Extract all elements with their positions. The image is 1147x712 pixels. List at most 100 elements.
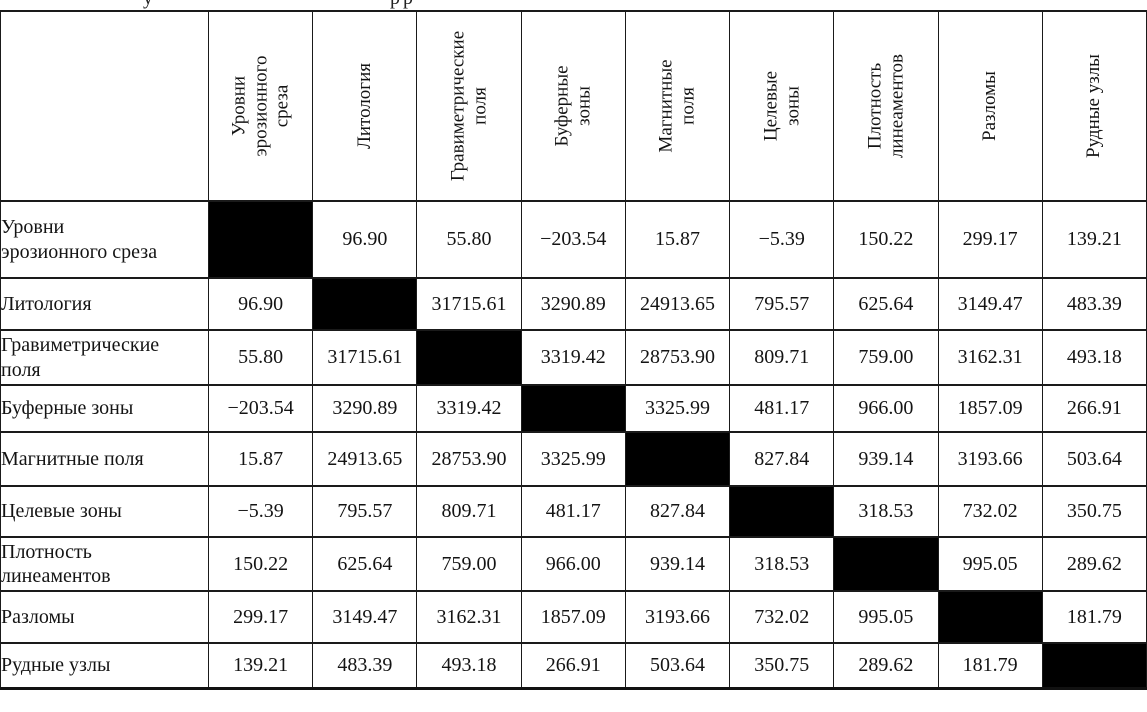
row-header-9: Рудные узлы (0, 642, 209, 690)
matrix-cell: 31715.61 (312, 329, 418, 386)
matrix-cell: 31715.61 (416, 277, 522, 331)
column-header-7: Плотность линеаментов (833, 10, 939, 202)
table-row: Литология 96.90 31715.61 3290.89 24913.65 795… (0, 277, 1147, 331)
matrix-cell: 181.79 (937, 642, 1043, 690)
matrix-cell: 625.64 (833, 277, 939, 331)
matrix-cell: 809.71 (729, 329, 835, 386)
matrix-cell: 350.75 (729, 642, 835, 690)
matrix-cell: −5.39 (207, 485, 314, 538)
matrix-cell: 299.17 (207, 590, 314, 644)
column-header-5: Магнитные поля (624, 10, 731, 202)
diagonal-black-cell (312, 277, 418, 331)
matrix-cell: 3149.47 (312, 590, 418, 644)
matrix-cell: 96.90 (312, 200, 418, 279)
matrix-cell: 483.39 (312, 642, 418, 690)
cropped-caption-remnant: у рр (0, 0, 1147, 10)
matrix-cell: 24913.65 (312, 431, 418, 487)
table-row: Уровни эрозионного среза 96.90 55.80 −203.54… (0, 200, 1147, 279)
matrix-cell: −5.39 (729, 200, 835, 279)
matrix-cell: 150.22 (207, 536, 314, 592)
matrix-cell: 3290.89 (520, 277, 626, 331)
column-header-2: Литология (312, 10, 418, 202)
matrix-cell: 625.64 (312, 536, 418, 592)
corner-cell (0, 10, 209, 202)
matrix-cell: 55.80 (416, 200, 522, 279)
matrix-cell: 3290.89 (312, 384, 418, 433)
column-header-label: Рудные узлы (1083, 54, 1105, 158)
column-header-label: Буферные зоны (551, 65, 595, 147)
table-row: Гравиметрические поля 55.80 31715.61 3319.42… (0, 329, 1147, 386)
matrix-body: Уровни эрозионного среза 96.90 55.80 −203.54… (0, 200, 1147, 690)
table-container: Уровни эрозионного среза Литология Гравиметр… (0, 10, 1147, 690)
caption-fragment-right: рр (390, 0, 416, 10)
diagonal-black-cell (729, 485, 835, 538)
matrix-cell: 795.57 (729, 277, 835, 331)
caption-fragment-left: у (143, 0, 153, 10)
matrix-cell: 318.53 (729, 536, 835, 592)
column-header-label: Уровни эрозионного среза (228, 55, 293, 157)
row-header-4: Буферные зоны (0, 384, 209, 433)
matrix-cell: 966.00 (833, 384, 939, 433)
row-header-8: Разломы (0, 590, 209, 644)
matrix-cell: −203.54 (520, 200, 626, 279)
matrix-cell: 995.05 (833, 590, 939, 644)
matrix-cell: 3325.99 (624, 384, 731, 433)
diagonal-black-cell (624, 431, 731, 487)
column-header-9: Рудные узлы (1041, 10, 1147, 202)
matrix-cell: 139.21 (207, 642, 314, 690)
matrix-cell: 3162.31 (937, 329, 1043, 386)
column-header-label: Разломы (979, 71, 1001, 141)
column-header-6: Целевые зоны (729, 10, 835, 202)
table-row: Буферные зоны −203.54 3290.89 3319.42 3325.9… (0, 384, 1147, 433)
row-header-7: Плотность линеаментов (0, 536, 209, 592)
table-row: Плотность линеаментов 150.22 625.64 759.00 96… (0, 536, 1147, 592)
diagonal-black-cell (416, 329, 522, 386)
column-header-label: Литология (354, 62, 375, 150)
matrix-cell: 318.53 (833, 485, 939, 538)
diagonal-black-cell (207, 200, 314, 279)
column-header-label: Плотность линеаментов (864, 53, 907, 159)
column-header-3: Гравиметрические поля (416, 10, 522, 202)
matrix-cell: 3149.47 (937, 277, 1043, 331)
matrix-cell: 289.62 (833, 642, 939, 690)
matrix-cell: 732.02 (937, 485, 1043, 538)
row-header-1: Уровни эрозионного среза (0, 200, 209, 279)
matrix-cell: 96.90 (207, 277, 314, 331)
matrix-cell: 139.21 (1041, 200, 1147, 279)
matrix-cell: 939.14 (624, 536, 731, 592)
matrix-cell: 795.57 (312, 485, 418, 538)
matrix-cell: 3319.42 (520, 329, 626, 386)
matrix-cell: 3162.31 (416, 590, 522, 644)
matrix-cell: 503.64 (1041, 431, 1147, 487)
matrix-cell: 493.18 (1041, 329, 1147, 386)
matrix-cell: 15.87 (624, 200, 731, 279)
matrix-cell: 732.02 (729, 590, 835, 644)
header-row: Уровни эрозионного среза Литология Гравиметр… (0, 10, 1147, 202)
column-header-label: Гравиметрические поля (447, 30, 491, 182)
matrix-cell: 759.00 (833, 329, 939, 386)
matrix-cell: 481.17 (520, 485, 626, 538)
diagonal-black-cell (520, 384, 626, 433)
diagonal-black-cell (833, 536, 939, 592)
matrix-cell: 299.17 (937, 200, 1043, 279)
column-header-label: Магнитные поля (655, 59, 699, 153)
table-row: Разломы 299.17 3149.47 3162.31 1857.09 3193.6… (0, 590, 1147, 644)
matrix-cell: 493.18 (416, 642, 522, 690)
matrix-cell: 266.91 (520, 642, 626, 690)
table-row: Магнитные поля 15.87 24913.65 28753.90 3325.… (0, 431, 1147, 487)
column-header-4: Буферные зоны (520, 10, 626, 202)
matrix-cell: 939.14 (833, 431, 939, 487)
matrix-cell: 966.00 (520, 536, 626, 592)
matrix-cell: 481.17 (729, 384, 835, 433)
row-header-2: Литология (0, 277, 209, 331)
matrix-cell: 28753.90 (624, 329, 731, 386)
matrix-cell: 827.84 (729, 431, 835, 487)
matrix-cell: 1857.09 (520, 590, 626, 644)
row-header-5: Магнитные поля (0, 431, 209, 487)
matrix-cell: −203.54 (207, 384, 314, 433)
matrix-cell: 483.39 (1041, 277, 1147, 331)
matrix-cell: 995.05 (937, 536, 1043, 592)
diagonal-black-cell (1041, 642, 1147, 690)
matrix-cell: 759.00 (416, 536, 522, 592)
